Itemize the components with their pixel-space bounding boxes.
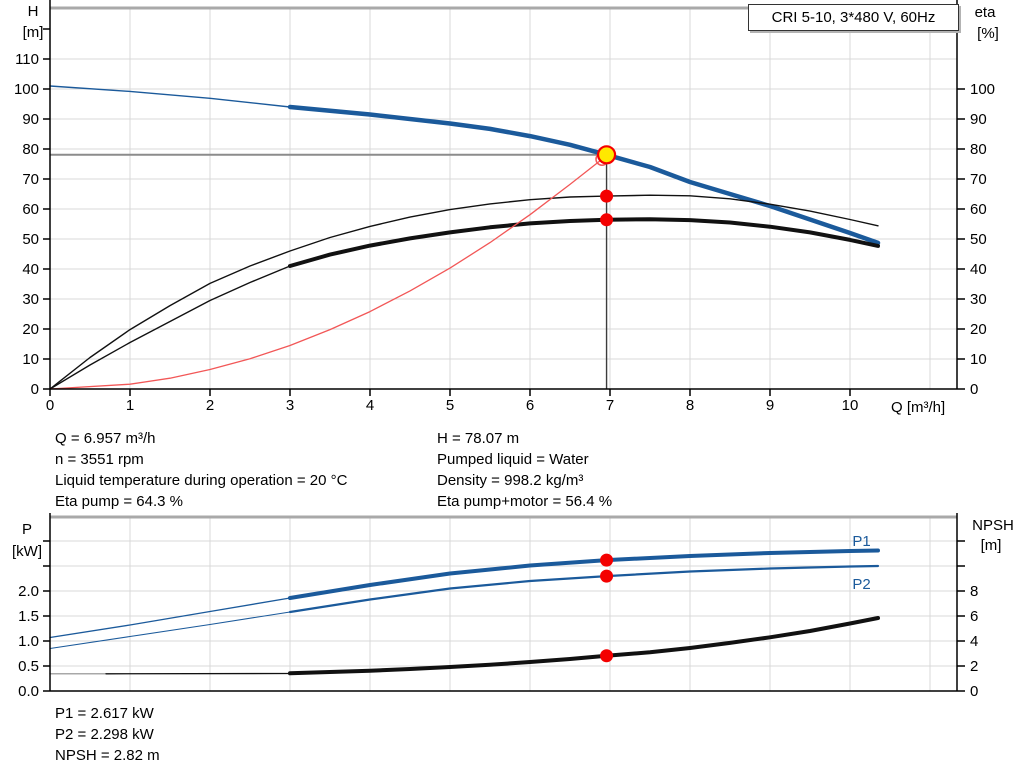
p2-value: P2 = 2.298 kW (55, 726, 154, 743)
svg-text:100: 100 (970, 81, 995, 98)
p1-operating-dot (600, 553, 614, 567)
svg-text:2: 2 (206, 397, 214, 414)
svg-text:0.0: 0.0 (18, 683, 39, 700)
flow-value: Q = 6.957 m³/h (55, 430, 156, 447)
p2-curve (288, 564, 880, 614)
svg-text:50: 50 (970, 231, 987, 248)
eta-pump-motor-curve (288, 217, 880, 268)
svg-text:90: 90 (22, 111, 39, 128)
operating-info-right: H = 78.07 m Pumped liquid = Water Densit… (437, 428, 612, 512)
pump-curve (287, 104, 881, 246)
svg-text:20: 20 (22, 321, 39, 338)
head-value: H = 78.07 m (437, 430, 520, 447)
p1-curve-thin (49, 597, 291, 639)
svg-text:10: 10 (970, 351, 987, 368)
npsh-value: NPSH = 2.82 m (55, 747, 160, 764)
curve-label-p2: P2 (852, 576, 870, 593)
svg-text:H: H (28, 3, 39, 20)
system-curve (49, 158, 603, 390)
svg-text:90: 90 (970, 111, 987, 128)
svg-text:80: 80 (970, 141, 987, 158)
p2-curve-thin (49, 611, 291, 650)
pumped-liquid-value: Pumped liquid = Water (437, 451, 589, 468)
svg-text:20: 20 (970, 321, 987, 338)
svg-text:8: 8 (970, 583, 978, 600)
eta-pump-value: Eta pump = 64.3 % (55, 493, 183, 510)
svg-text:0: 0 (970, 683, 978, 700)
speed-value: n = 3551 rpm (55, 451, 144, 468)
npsh-curve (288, 616, 880, 676)
svg-text:30: 30 (22, 291, 39, 308)
svg-text:70: 70 (22, 171, 39, 188)
svg-text:eta: eta (975, 4, 997, 21)
svg-text:5: 5 (446, 397, 454, 414)
svg-text:9: 9 (766, 397, 774, 414)
operating-info-left: Q = 6.957 m³/h n = 3551 rpm Liquid tempe… (55, 428, 347, 512)
pump-curve-thin (49, 85, 291, 108)
svg-text:0: 0 (46, 397, 54, 414)
svg-text:3: 3 (286, 397, 294, 414)
svg-text:0.5: 0.5 (18, 658, 39, 675)
svg-text:6: 6 (970, 608, 978, 625)
svg-text:4: 4 (970, 633, 978, 650)
power-chart: 0.0 0.5 1.0 1.5 2.0 0 2 4 6 8 P [kW] NPSH [m] P1 P2 (12, 513, 1014, 700)
eta-pump-motor-value: Eta pump+motor = 56.4 % (437, 493, 613, 510)
svg-text:110: 110 (15, 51, 39, 68)
svg-text:2.0: 2.0 (18, 583, 39, 600)
svg-text:40: 40 (970, 261, 987, 278)
svg-text:40: 40 (22, 261, 39, 278)
svg-text:7: 7 (606, 397, 614, 414)
svg-text:NPSH: NPSH (972, 517, 1014, 534)
svg-text:1: 1 (126, 397, 134, 414)
svg-text:Q [m³/h]: Q [m³/h] (891, 399, 945, 416)
svg-text:80: 80 (22, 141, 39, 158)
svg-text:4: 4 (366, 397, 374, 414)
svg-text:30: 30 (970, 291, 987, 308)
svg-text:[%]: [%] (977, 25, 999, 42)
duty-point (596, 145, 617, 165)
svg-text:P: P (22, 521, 32, 538)
svg-text:0: 0 (31, 381, 39, 398)
p1-value: P1 = 2.617 kW (55, 705, 154, 722)
eta-pump-motor-curve-thin (49, 265, 291, 390)
head-chart: 0102030405060708090100110010203040506070… (14, 0, 999, 416)
svg-text:[m]: [m] (23, 24, 44, 41)
svg-text:70: 70 (970, 171, 987, 188)
liquid-temperature-value: Liquid temperature during operation = 20… (55, 472, 348, 489)
eta-pump-operating-dot (600, 189, 614, 203)
svg-text:1.0: 1.0 (18, 633, 39, 650)
svg-text:[m]: [m] (981, 537, 1002, 554)
p2-operating-dot (600, 569, 614, 583)
svg-text:60: 60 (22, 201, 39, 218)
svg-text:50: 50 (22, 231, 39, 248)
npsh-operating-dot (600, 649, 614, 663)
density-value: Density = 998.2 kg/m³ (437, 472, 584, 489)
curve-label-p1: P1 (852, 533, 870, 550)
svg-text:10: 10 (842, 397, 859, 414)
svg-text:2: 2 (970, 658, 978, 675)
svg-text:0: 0 (970, 381, 978, 398)
power-info: P1 = 2.617 kW P2 = 2.298 kW NPSH = 2.82 … (55, 703, 160, 766)
svg-text:[kW]: [kW] (12, 543, 42, 560)
svg-text:6: 6 (526, 397, 534, 414)
svg-text:8: 8 (686, 397, 694, 414)
svg-text:1.5: 1.5 (18, 608, 39, 625)
eta-pump-motor-operating-dot (600, 213, 614, 227)
svg-text:60: 60 (970, 201, 987, 218)
pump-title-box: CRI 5-10, 3*480 V, 60Hz (748, 4, 959, 31)
svg-text:100: 100 (14, 81, 39, 98)
svg-text:10: 10 (22, 351, 39, 368)
eta-pump-curve (49, 194, 879, 390)
pump-title: CRI 5-10, 3*480 V, 60Hz (771, 9, 936, 26)
